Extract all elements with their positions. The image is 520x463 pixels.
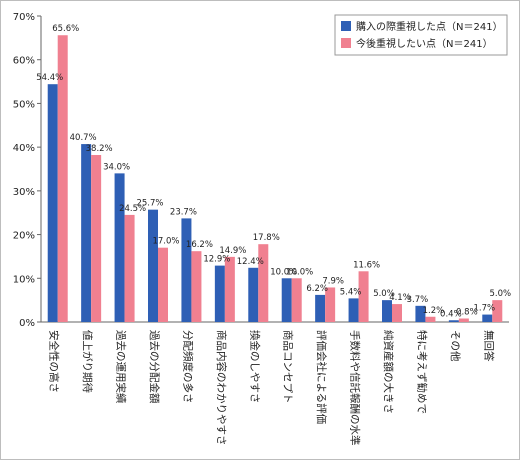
bar-series-1	[482, 314, 493, 322]
bar-series-2	[358, 271, 369, 322]
bar-series-1	[114, 173, 125, 322]
data-label-series-1: 5.4%	[340, 287, 362, 297]
data-label-series-2: 16.2%	[186, 240, 213, 250]
data-label-series-2: 1.2%	[423, 306, 445, 316]
bar-series-1	[281, 278, 292, 322]
bar-series-2	[124, 214, 135, 322]
bar-series-2	[258, 244, 269, 322]
bar-series-1	[382, 300, 392, 322]
bar-series-1	[214, 265, 225, 322]
data-label-series-2: 11.6%	[353, 260, 380, 270]
bar-series-1	[248, 267, 259, 322]
category-label: 値上がり期待	[81, 330, 94, 393]
data-label-series-2: 24.5%	[119, 204, 146, 214]
y-tick-label: 10%	[13, 274, 35, 285]
bar-series-2	[57, 35, 68, 323]
y-tick-label: 20%	[13, 231, 35, 242]
data-label-series-1: 54.4%	[36, 73, 63, 83]
data-label-series-2: 65.6%	[52, 24, 79, 34]
data-label-series-1: 12.9%	[203, 255, 230, 265]
bar-series-2	[492, 300, 503, 322]
bar-series-2	[291, 278, 302, 322]
bar-series-1	[47, 84, 58, 323]
bar-series-1	[148, 209, 158, 322]
data-label-series-1: 12.4%	[237, 257, 264, 267]
bar-series-2	[425, 316, 436, 322]
category-label: 分配頻度の多さ	[181, 330, 194, 404]
category-label: 安全性の高さ	[48, 330, 61, 393]
y-tick-label: 30%	[13, 187, 35, 198]
data-label-series-1: 6.2%	[306, 284, 328, 294]
data-label-series-2: 0.8%	[456, 308, 478, 318]
category-label: 手数料や信託報酬の水準	[349, 330, 362, 446]
data-label-series-2: 17.0%	[152, 237, 179, 247]
data-label-series-1: 1.7%	[473, 304, 495, 314]
bar-series-2	[224, 256, 235, 322]
bar-series-1	[315, 294, 326, 322]
legend-swatch-series-2	[341, 38, 351, 48]
category-label: 純資産額の大きさ	[382, 330, 395, 414]
category-label: 過去の運用実績	[115, 330, 128, 404]
data-label-series-2: 7.9%	[322, 276, 344, 286]
bar-series-1	[348, 298, 359, 322]
y-tick-label: 50%	[13, 99, 35, 110]
category-label: 換金のしやすさ	[248, 330, 261, 403]
bar-series-1	[448, 320, 459, 322]
data-label-series-1: 25.7%	[136, 199, 163, 209]
legend-box	[334, 14, 508, 56]
bar-series-1	[81, 144, 92, 322]
legend-label-series-2: 今後重視したい点（N＝241）	[356, 37, 493, 50]
bar-series-2	[458, 318, 469, 322]
data-label-series-1: 0.4%	[440, 309, 462, 319]
bar-series-2	[325, 287, 336, 322]
legend: 購入の際重視した点（N＝241） 今後重視したい点（N＝241）	[334, 14, 508, 56]
data-label-series-2: 38.2%	[86, 144, 113, 154]
bar-series-2	[392, 304, 402, 322]
y-tick-label: 60%	[13, 56, 35, 67]
bars	[47, 35, 503, 323]
data-label-series-1: 3.7%	[407, 295, 429, 305]
y-tick-label: 0%	[19, 318, 35, 329]
bar-series-2	[191, 251, 202, 322]
category-label: 商品内容のわかりやすさ	[215, 330, 228, 446]
data-label-series-1: 40.7%	[70, 133, 97, 143]
data-label-series-2: 4.1%	[389, 293, 411, 303]
category-label: 無回答	[482, 330, 495, 362]
data-label-series-1: 23.7%	[170, 207, 197, 217]
category-label: 特に考えず勧めで	[415, 330, 428, 414]
data-label-series-2: 10.0%	[286, 267, 313, 277]
y-tick-label: 40%	[13, 143, 35, 154]
value-labels: 54.4% 65.6% 40.7%38.2% 34.0% 24.5%25.7% 17.0%…	[36, 24, 511, 319]
legend-swatch-series-1	[341, 21, 351, 31]
bar-series-1	[415, 305, 426, 322]
bar-series-2	[158, 247, 168, 322]
data-label-series-1: 10.0%	[270, 267, 297, 277]
category-label: 過去の分配金額	[148, 330, 161, 404]
category-labels: 安全性の高さ 値上がり期待 過去の運用実績 過去の分配金額 分配頻度の多さ 商品内容のわか…	[48, 330, 496, 446]
category-label: その他	[449, 330, 462, 362]
data-label-series-2: 14.9%	[219, 246, 246, 256]
data-label-series-1: 5.0%	[373, 289, 395, 299]
bar-series-2	[91, 155, 102, 322]
legend-label-series-1: 購入の際重視した点（N＝241）	[356, 20, 503, 33]
y-tick-label: 70%	[13, 12, 35, 23]
data-label-series-2: 17.8%	[253, 233, 280, 243]
data-label-series-1: 34.0%	[103, 162, 130, 172]
category-label: 評価会社による評価	[315, 330, 328, 424]
category-label: 商品コンセプト	[282, 330, 295, 404]
bar-series-1	[181, 218, 192, 322]
data-label-series-2: 5.0%	[489, 289, 511, 299]
